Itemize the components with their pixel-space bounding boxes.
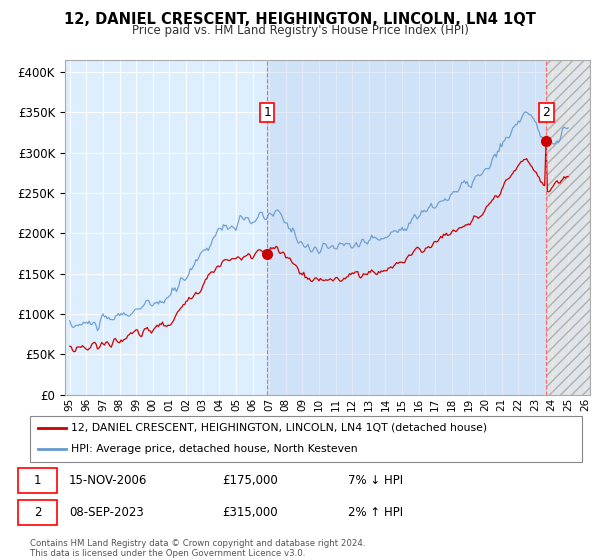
Text: 08-SEP-2023: 08-SEP-2023 <box>69 506 144 519</box>
Text: Price paid vs. HM Land Registry's House Price Index (HPI): Price paid vs. HM Land Registry's House … <box>131 24 469 36</box>
Text: 2% ↑ HPI: 2% ↑ HPI <box>348 506 403 519</box>
Text: 1: 1 <box>263 106 271 119</box>
Text: £175,000: £175,000 <box>222 474 278 487</box>
Text: 7% ↓ HPI: 7% ↓ HPI <box>348 474 403 487</box>
Text: 12, DANIEL CRESCENT, HEIGHINGTON, LINCOLN, LN4 1QT (detached house): 12, DANIEL CRESCENT, HEIGHINGTON, LINCOL… <box>71 423 488 432</box>
Bar <box>267 60 547 395</box>
Text: 15-NOV-2006: 15-NOV-2006 <box>69 474 148 487</box>
Text: £315,000: £315,000 <box>222 506 278 519</box>
FancyBboxPatch shape <box>18 500 57 525</box>
Text: HPI: Average price, detached house, North Kesteven: HPI: Average price, detached house, Nort… <box>71 444 358 454</box>
Text: 2: 2 <box>34 506 41 519</box>
FancyBboxPatch shape <box>18 468 57 493</box>
Text: 2: 2 <box>542 106 550 119</box>
FancyBboxPatch shape <box>30 416 582 462</box>
Bar <box>547 60 590 395</box>
Text: 12, DANIEL CRESCENT, HEIGHINGTON, LINCOLN, LN4 1QT: 12, DANIEL CRESCENT, HEIGHINGTON, LINCOL… <box>64 12 536 27</box>
Text: 1: 1 <box>34 474 41 487</box>
Bar <box>547 60 590 395</box>
Text: Contains HM Land Registry data © Crown copyright and database right 2024.
This d: Contains HM Land Registry data © Crown c… <box>30 539 365 558</box>
